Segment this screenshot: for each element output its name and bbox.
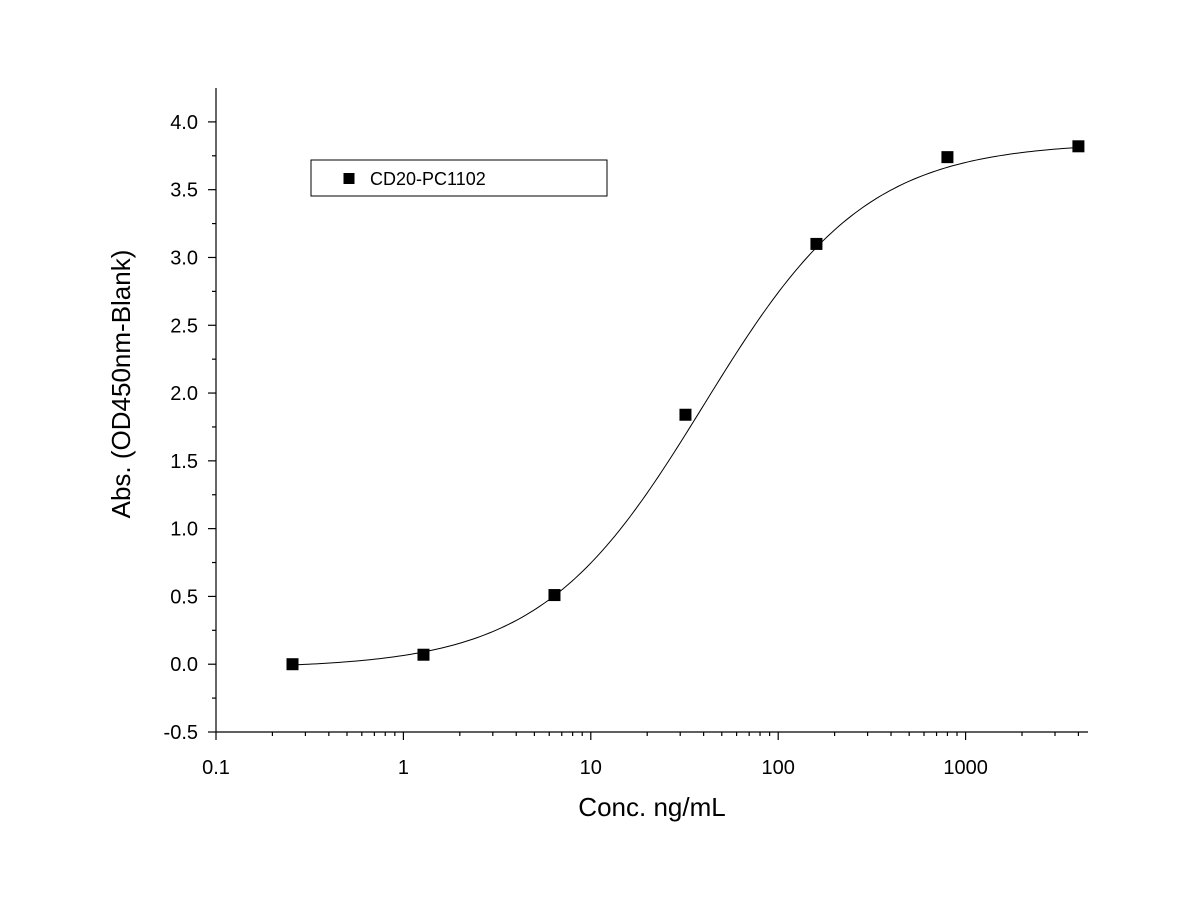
data-point	[1072, 140, 1085, 153]
data-point	[679, 408, 692, 421]
legend-box	[310, 159, 608, 197]
y-axis-title: Abs. (OD450nm-Blank)	[106, 250, 136, 519]
data-point	[417, 648, 430, 661]
x-tick-label: 10	[580, 757, 602, 779]
x-tick-label: 1000	[943, 757, 988, 779]
y-tick-label: 1.0	[170, 519, 198, 541]
x-axis-title: Conc. ng/mL	[578, 792, 725, 822]
data-point	[548, 589, 561, 602]
fit-curve	[292, 146, 1079, 666]
x-tick-label: 0.1	[202, 757, 230, 779]
y-tick-label: -0.5	[164, 722, 198, 744]
y-tick-label: 0.0	[170, 654, 198, 676]
data-point	[810, 237, 823, 250]
y-tick-label: 3.5	[170, 180, 198, 202]
y-axis-ticks: -0.5 0.0 0.5 1.0 1.5 2.0 2.5 3.0 3.5 4.0	[164, 112, 216, 744]
y-tick-label: 1.5	[170, 451, 198, 473]
legend-label: CD20-PC1102	[370, 169, 486, 189]
data-points	[286, 140, 1085, 671]
y-tick-label: 4.0	[170, 112, 198, 134]
y-tick-label: 2.5	[170, 315, 198, 337]
x-axis-ticks: 0.1 1 10 100 1000	[202, 732, 1080, 779]
y-tick-label: 3.0	[170, 247, 198, 269]
legend: CD20-PC1102	[310, 159, 608, 197]
x-tick-label: 100	[762, 757, 795, 779]
y-tick-label: 2.0	[170, 383, 198, 405]
x-tick-label: 1	[398, 757, 409, 779]
data-point	[941, 151, 954, 164]
y-tick-label: 0.5	[170, 586, 198, 608]
data-point	[286, 658, 299, 671]
legend-marker	[343, 173, 355, 184]
